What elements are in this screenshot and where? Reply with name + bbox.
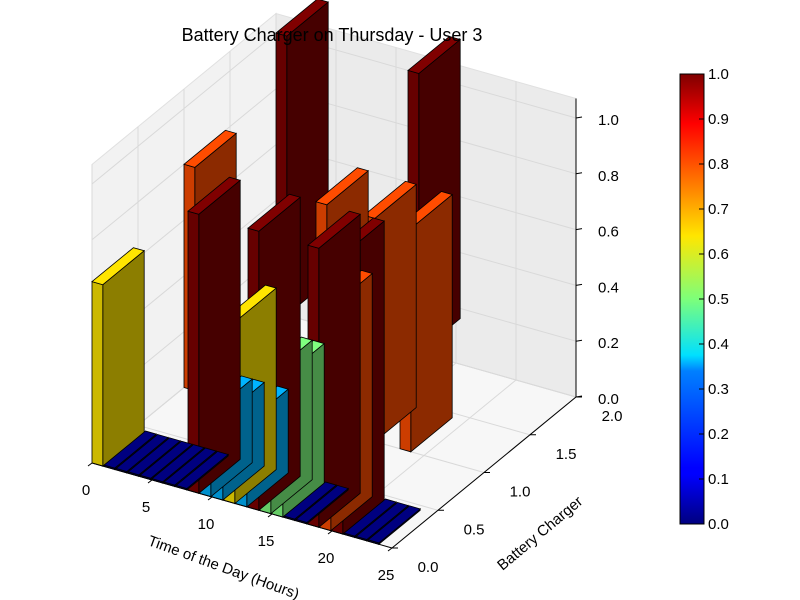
- bar: [187, 176, 242, 495]
- z-tick: [575, 228, 583, 231]
- x-tick: [267, 513, 273, 518]
- colorbar-tick-label: 1.0: [708, 66, 729, 83]
- x-axis-line: [91, 462, 393, 549]
- z-tick-label: 1.0: [598, 112, 619, 129]
- z-tick: [575, 339, 583, 342]
- x-tick-label: 0: [82, 482, 90, 499]
- colorbar-tick-label: 0.9: [708, 111, 729, 128]
- bar-top: [187, 176, 242, 215]
- bars-group: [91, 0, 462, 546]
- y-tick-label: 0.5: [464, 521, 485, 538]
- bar-top: [307, 210, 362, 249]
- colorbar-tick-label: 0.1: [708, 471, 729, 488]
- z-tick-label: 0.8: [598, 168, 619, 185]
- bar: [91, 247, 146, 467]
- bar-top: [183, 129, 238, 168]
- colorbar-ticks: 0.0 0.1 0.2 0.3 0.4 0.5 0.6 0.7 0.8 0.9 1.0: [699, 66, 729, 533]
- y-tick-label: 1.5: [556, 446, 577, 463]
- z-tick-label: 0.2: [598, 335, 619, 352]
- x-tick-label: 10: [198, 516, 215, 533]
- y-tick-label: 0.0: [418, 559, 439, 576]
- colorbar-tick-label: 0.7: [708, 201, 729, 218]
- bar-side: [318, 213, 361, 529]
- z-tick: [575, 283, 583, 286]
- bar-top: [275, 0, 330, 37]
- y-tick-label: 2.0: [602, 408, 623, 425]
- bar: [127, 437, 182, 478]
- bar-side: [198, 179, 241, 495]
- x-tick: [387, 547, 393, 552]
- bar-top: [363, 180, 418, 219]
- z-tick-label: 0.4: [598, 279, 619, 296]
- bar-front: [91, 281, 104, 467]
- x-tick-label: 15: [258, 533, 275, 550]
- bar-top: [407, 35, 462, 74]
- x-tick: [327, 530, 333, 535]
- bar-top: [91, 247, 146, 286]
- bar: [139, 440, 194, 481]
- x-tick-label: 25: [378, 567, 395, 584]
- colorbar-tick-label: 0.2: [708, 426, 729, 443]
- bar-top: [315, 167, 370, 206]
- colorbar-tick-label: 0.4: [708, 336, 729, 353]
- bar: [283, 481, 338, 522]
- bar-side: [102, 249, 145, 467]
- z-tick: [575, 172, 583, 175]
- x-tick: [207, 496, 213, 501]
- bar-side: [410, 193, 453, 453]
- bar: [307, 210, 362, 529]
- z-tick-label: 0.6: [598, 224, 619, 241]
- z-tick: [575, 116, 583, 119]
- x-tick-label: 5: [142, 499, 150, 516]
- chart-title: Battery Charger on Thursday - User 3: [182, 25, 483, 45]
- y-tick-label: 1.0: [510, 484, 531, 501]
- colorbar-tick-label: 0.6: [708, 246, 729, 263]
- colorbar-tick-label: 0.8: [708, 156, 729, 173]
- colorbar-tick-label: 0.3: [708, 381, 729, 398]
- y-axis-label: Battery Charger: [494, 493, 586, 574]
- x-tick-label: 20: [318, 550, 335, 567]
- z-tick-label: 0.0: [598, 391, 619, 408]
- bar-top: [247, 193, 302, 232]
- z-tick: [575, 395, 583, 398]
- x-axis-label: Time of the Day (Hours): [146, 533, 302, 600]
- x-tick: [87, 462, 93, 467]
- x-tick: [147, 479, 153, 484]
- bar: [295, 484, 350, 525]
- colorbar-tick-label: 0.5: [708, 291, 729, 308]
- axes-lines: [87, 98, 583, 552]
- colorbar-tick-label: 0.0: [708, 516, 729, 533]
